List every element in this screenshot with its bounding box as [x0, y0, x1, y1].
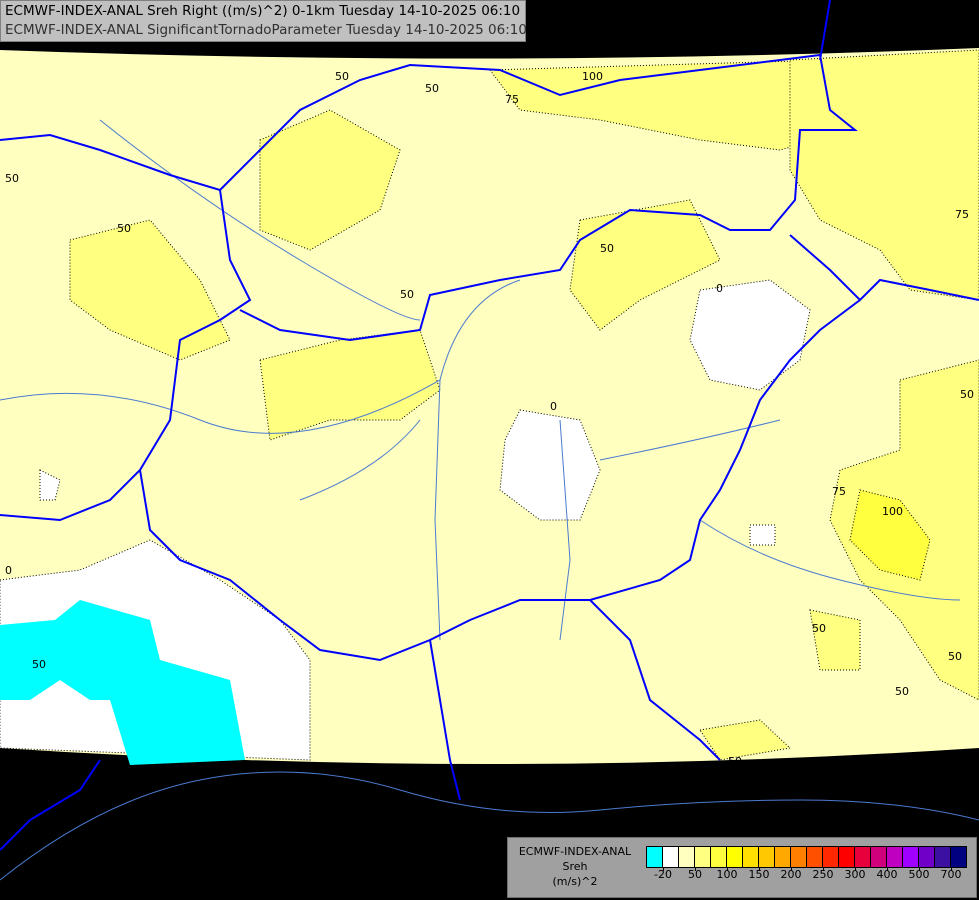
legend-swatch — [951, 847, 966, 867]
legend-tick-label: 500 — [908, 868, 930, 881]
sreh-75-100-area — [849, 489, 931, 581]
legend-tick-mark — [727, 867, 728, 871]
legend-tick-label: 300 — [844, 868, 866, 881]
legend-tick-label: 700 — [940, 868, 962, 881]
contour-label: 50 — [948, 650, 962, 663]
contour-label: 0 — [550, 400, 557, 413]
legend-tick-label: 400 — [876, 868, 898, 881]
contour-label: 50 — [400, 288, 414, 301]
contour-labels: 50 50 50 75 100 50 50 50 0 0 75 50 75 10… — [5, 70, 974, 768]
legend-swatch — [887, 847, 903, 867]
title-line-2: ECMWF-INDEX-ANAL SignificantTornadoParam… — [5, 22, 527, 38]
legend-swatch — [807, 847, 823, 867]
legend-field: Sreh — [562, 860, 588, 873]
contour-label: 100 — [882, 505, 903, 518]
map-domain: 50 50 50 75 100 50 50 50 0 0 75 50 75 10… — [0, 0, 979, 881]
rivers — [0, 119, 979, 881]
contour-label: 0 — [716, 282, 723, 295]
legend-swatch — [871, 847, 887, 867]
legend-tick-mark — [919, 867, 920, 871]
contour-label: 50 — [728, 755, 742, 768]
color-legend: ECMWF-INDEX-ANAL Sreh (m/s)^2 -20 50 100 15… — [507, 837, 977, 898]
legend-title: ECMWF-INDEX-ANAL Sreh (m/s)^2 — [510, 844, 640, 889]
legend-tick-label: 100 — [716, 868, 738, 881]
legend-tick-mark — [855, 867, 856, 871]
legend-tick-mark — [823, 867, 824, 871]
contour-label: 50 — [335, 70, 349, 83]
legend-swatch — [919, 847, 935, 867]
sreh-field-base — [0, 48, 979, 764]
legend-tick-mark — [663, 867, 664, 871]
legend-swatch — [679, 847, 695, 867]
contour-label: 100 — [582, 70, 603, 83]
title-line-1: ECMWF-INDEX-ANAL Sreh Right ((m/s)^2) 0-… — [5, 3, 521, 19]
legend-unit: (m/s)^2 — [552, 875, 598, 888]
legend-tick-label: 50 — [688, 868, 702, 881]
legend-tick-mark — [791, 867, 792, 871]
legend-tick-mark — [887, 867, 888, 871]
legend-swatch — [743, 847, 759, 867]
contour-label: 50 — [425, 82, 439, 95]
contour-label: 75 — [505, 93, 519, 106]
legend-swatch — [935, 847, 951, 867]
legend-swatch — [759, 847, 775, 867]
legend-swatch — [775, 847, 791, 867]
legend-color-bar — [646, 846, 967, 868]
legend-tick-label: 250 — [812, 868, 834, 881]
sreh-50-75-areas — [69, 49, 979, 761]
contour-label: 50 — [600, 242, 614, 255]
legend-swatch — [695, 847, 711, 867]
legend-tick-label: 150 — [748, 868, 770, 881]
legend-swatch — [791, 847, 807, 867]
legend-tick-label: 200 — [780, 868, 802, 881]
map-title-box: ECMWF-INDEX-ANAL Sreh Right ((m/s)^2) 0-… — [0, 0, 527, 42]
legend-model: ECMWF-INDEX-ANAL — [518, 845, 632, 858]
legend-tick-mark — [695, 867, 696, 871]
contour-label: 50 — [812, 622, 826, 635]
legend-swatch — [727, 847, 743, 867]
contour-label: 75 — [832, 485, 846, 498]
contour-label: 50 — [960, 388, 974, 401]
contour-label: 50 — [32, 658, 46, 671]
legend-swatch — [663, 847, 679, 867]
contour-label: 50 — [895, 685, 909, 698]
legend-tick-label: -20 — [654, 868, 672, 881]
sreh-negative-area — [0, 600, 245, 765]
legend-tick-mark — [951, 867, 952, 871]
contour-label: 0 — [5, 564, 12, 577]
legend-swatch — [711, 847, 727, 867]
legend-swatch — [903, 847, 919, 867]
contour-label: 50 — [5, 172, 19, 185]
legend-tick-mark — [759, 867, 760, 871]
country-borders — [0, 0, 979, 851]
legend-swatch — [823, 847, 839, 867]
legend-swatch — [855, 847, 871, 867]
contour-label: 50 — [117, 222, 131, 235]
legend-swatch — [647, 847, 663, 867]
legend-swatch — [839, 847, 855, 867]
contour-label: 75 — [955, 208, 969, 221]
